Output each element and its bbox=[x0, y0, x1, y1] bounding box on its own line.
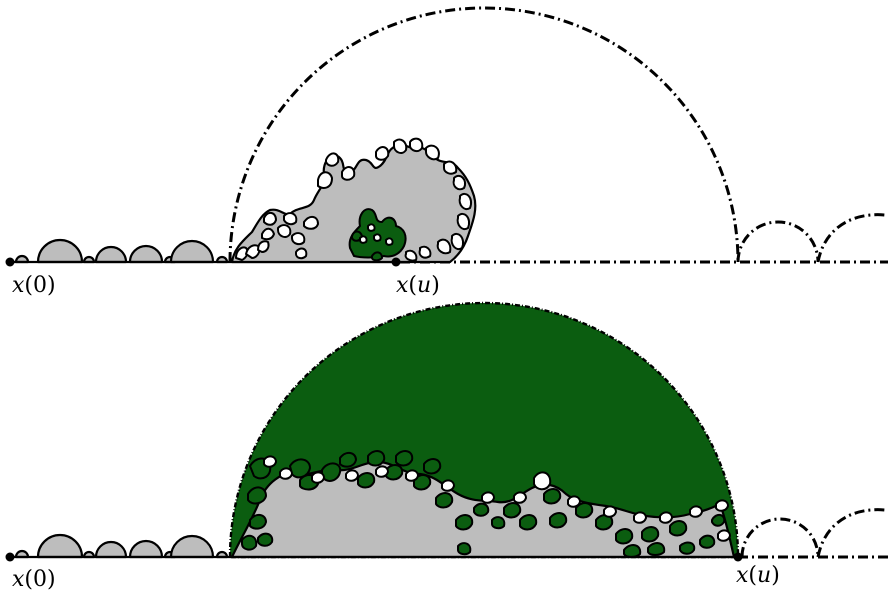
top-left-bubbles bbox=[14, 238, 229, 264]
top-end-point bbox=[391, 257, 401, 267]
bottom-small-arc-1 bbox=[740, 517, 820, 558]
bottom-end-point bbox=[733, 552, 743, 562]
bottom-small-arc-2 bbox=[816, 508, 886, 558]
top-small-arc-1 bbox=[736, 220, 820, 263]
bottom-end-label: x(u) bbox=[736, 563, 780, 588]
top-panel: x(0) x(u) bbox=[5, 6, 888, 298]
bottom-green-blobs bbox=[241, 450, 726, 558]
bottom-start-point bbox=[5, 552, 15, 562]
top-end-label: x(u) bbox=[396, 273, 440, 298]
top-large-arc bbox=[228, 6, 740, 263]
bottom-holes bbox=[263, 455, 731, 542]
top-start-label: x(0) bbox=[12, 273, 56, 298]
top-grey-cluster bbox=[230, 137, 477, 264]
top-small-arc-2 bbox=[816, 213, 886, 263]
bottom-panel: x(0) x(u) bbox=[5, 301, 888, 592]
bottom-start-label: x(0) bbox=[12, 567, 56, 592]
top-green-cluster bbox=[348, 208, 407, 262]
top-start-point bbox=[5, 257, 15, 267]
bottom-left-bubbles bbox=[14, 533, 229, 559]
